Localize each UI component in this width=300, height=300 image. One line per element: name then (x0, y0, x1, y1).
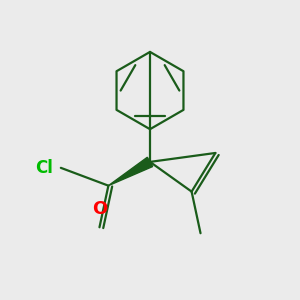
Text: O: O (92, 200, 107, 218)
Polygon shape (108, 157, 153, 186)
Text: Cl: Cl (35, 159, 53, 177)
